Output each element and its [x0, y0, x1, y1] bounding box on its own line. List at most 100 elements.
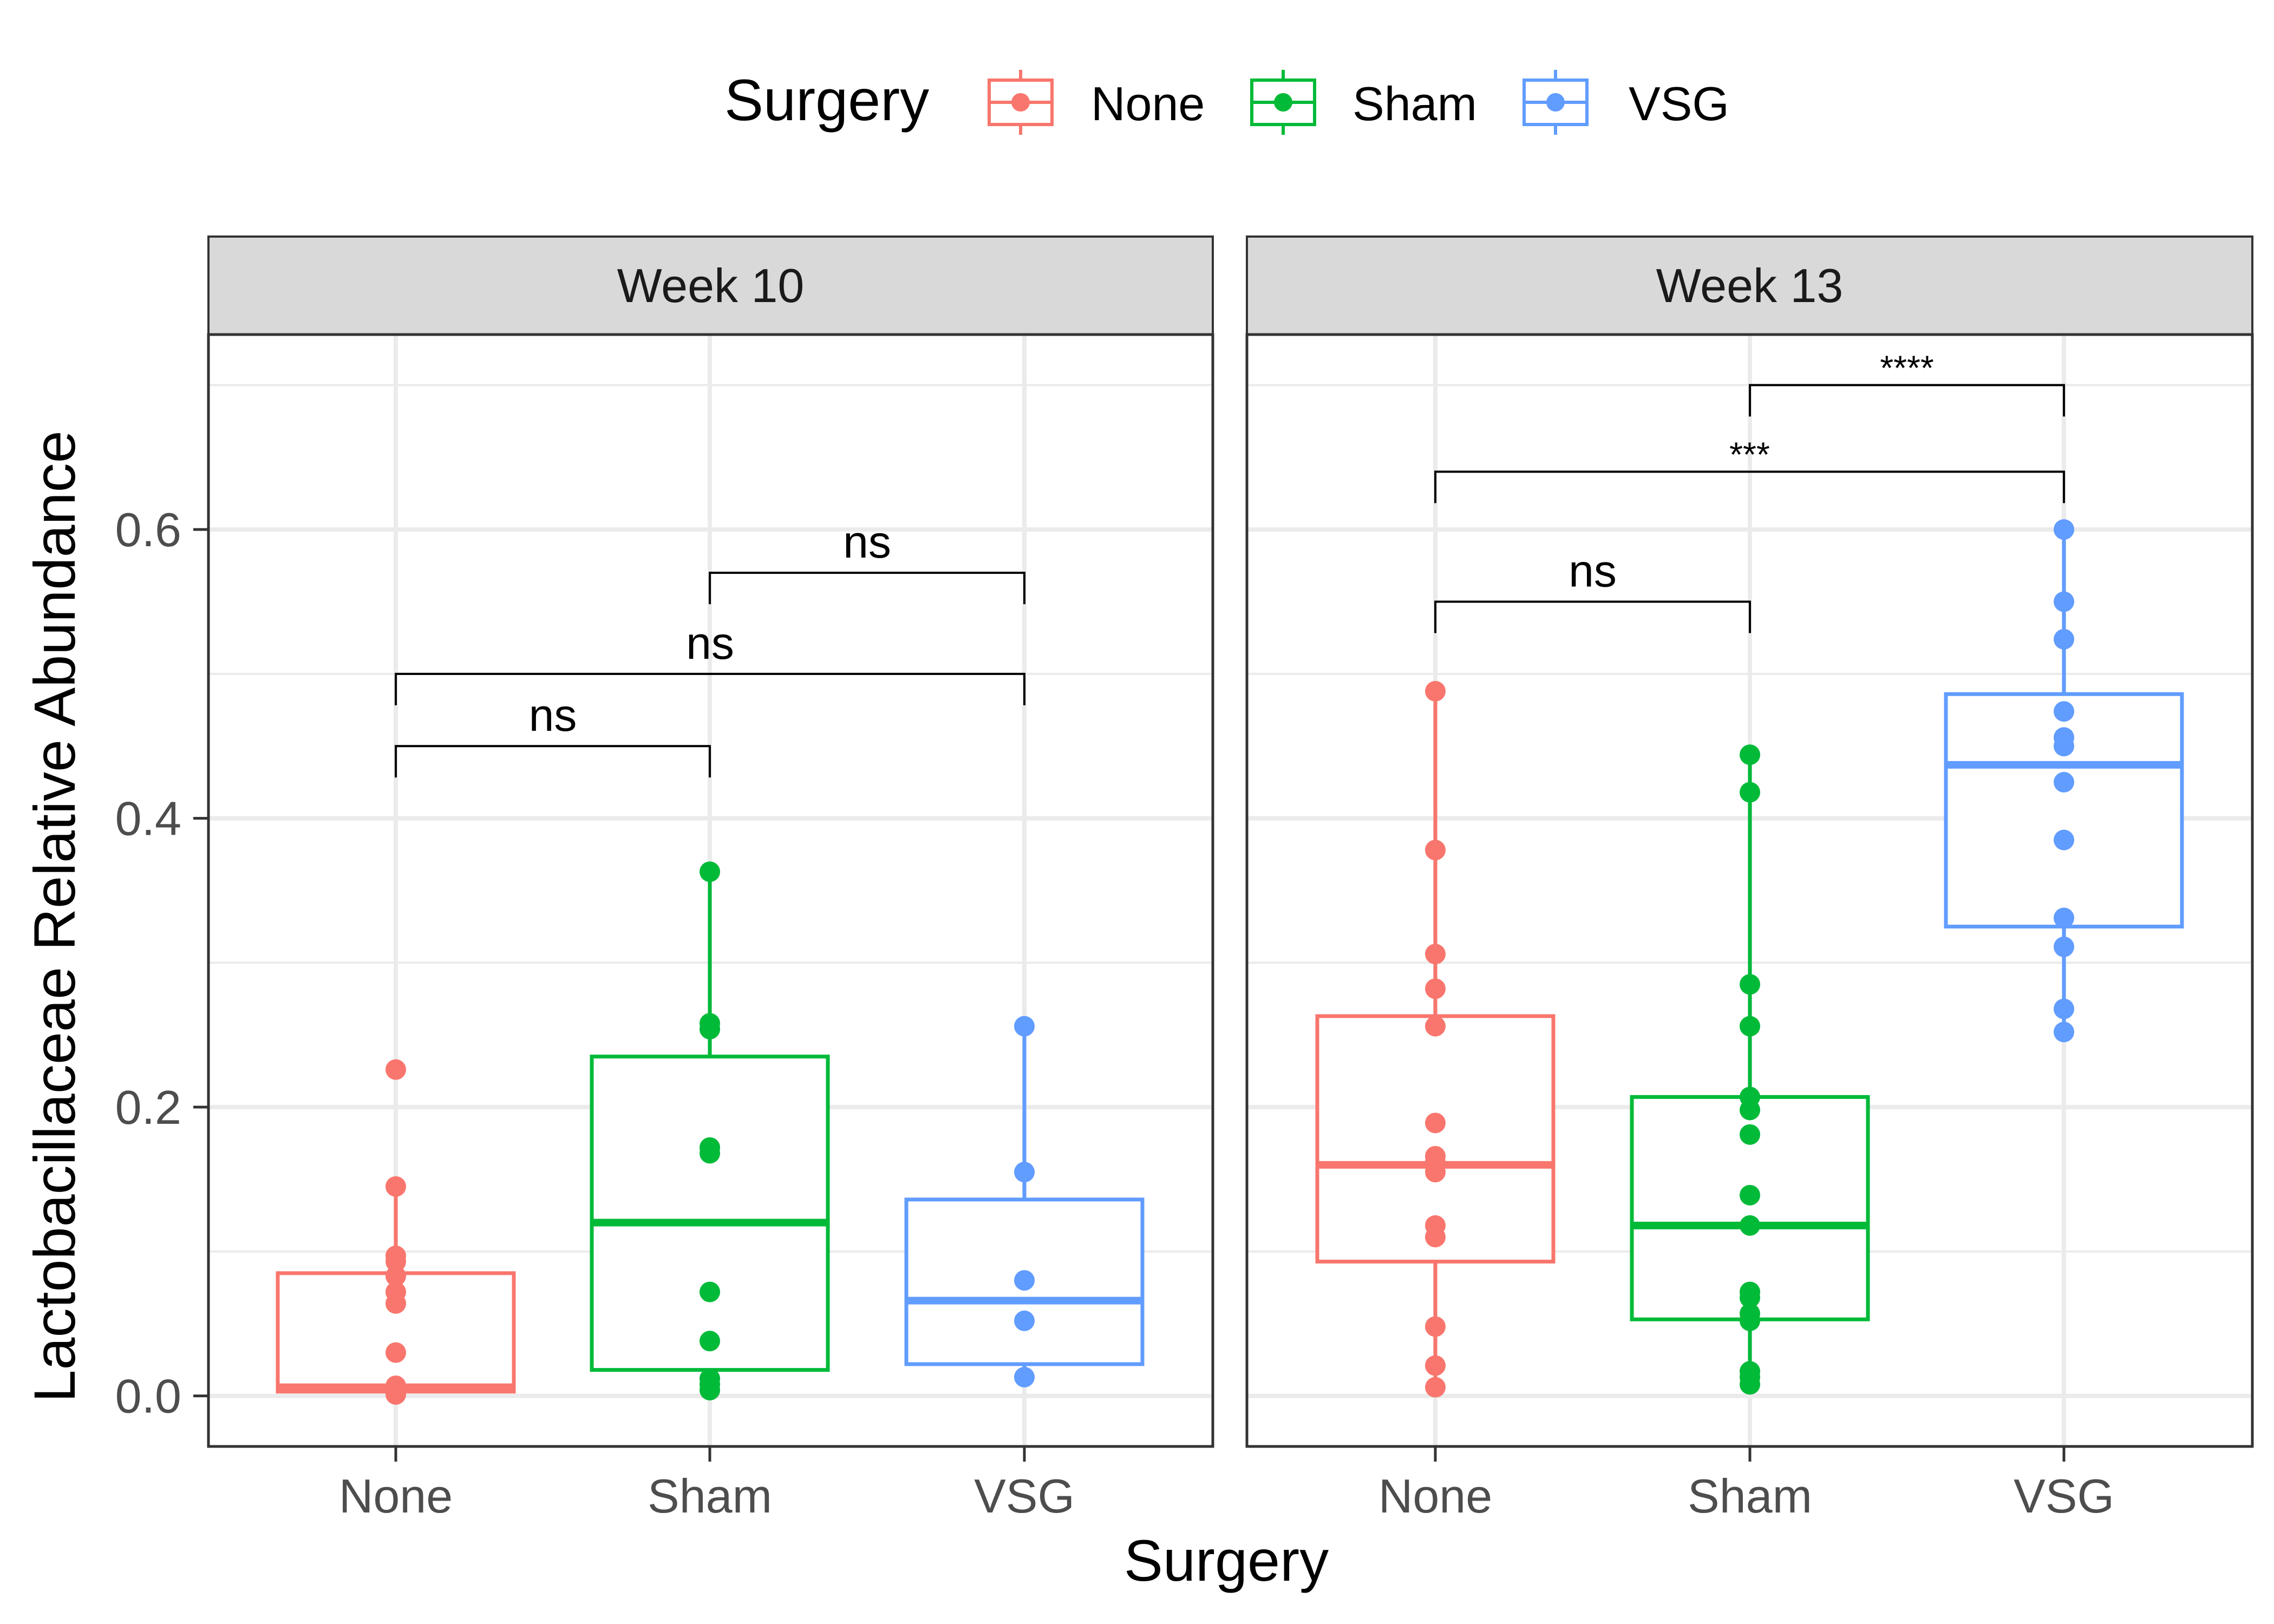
bracket-line: [709, 572, 1025, 605]
legend-item-sham: Sham: [1250, 70, 1477, 135]
data-point: [2054, 998, 2074, 1019]
bracket-line: [1749, 384, 2065, 417]
significance-bracket: ns: [1434, 545, 1751, 633]
box-none: [276, 1059, 516, 1405]
data-point: [700, 1143, 720, 1164]
data-point: [385, 1342, 406, 1363]
data-point: [1740, 1310, 1760, 1331]
data-point: [2054, 628, 2074, 650]
data-point: [700, 1019, 720, 1040]
legend-label: None: [1091, 77, 1205, 130]
data-point: [2054, 736, 2074, 757]
box-vsg: [904, 1016, 1145, 1387]
significance-bracket: ***: [1434, 435, 2065, 503]
data-point: [1425, 1355, 1446, 1376]
bracket-line: [1434, 600, 1751, 633]
data-point: [1425, 978, 1446, 999]
legend-item-vsg: VSG: [1522, 70, 1729, 135]
significance-bracket: ns: [395, 690, 711, 778]
data-point: [1014, 1366, 1035, 1387]
data-point: [1014, 1310, 1035, 1331]
data-point: [2054, 907, 2074, 928]
data-point: [1014, 1016, 1035, 1037]
data-point: [385, 1251, 406, 1272]
legend-item-none: None: [988, 70, 1205, 135]
y-tick-label: 0.6: [115, 503, 181, 556]
box-sham: [590, 861, 830, 1400]
bracket-line: [1434, 470, 2065, 503]
data-point: [1425, 1316, 1446, 1337]
y-tick-label: 0.2: [115, 1081, 181, 1134]
significance-label: ****: [1880, 348, 1934, 387]
legend-title: Surgery: [724, 67, 929, 133]
data-point: [1425, 840, 1446, 861]
legend-key-point: [1274, 93, 1292, 112]
data-point: [700, 861, 720, 882]
data-point: [2054, 1021, 2074, 1043]
data-point: [1740, 1099, 1760, 1121]
legend-label: VSG: [1629, 77, 1729, 130]
y-axis-label: Lactobacillaceae Relative Abundance: [22, 430, 87, 1402]
facet-label: Week 10: [617, 259, 805, 312]
legend-key-point: [1546, 93, 1565, 112]
data-point: [1425, 680, 1446, 702]
significance-bracket: ****: [1749, 348, 2065, 417]
data-point: [1425, 944, 1446, 965]
y-tick-label: 0.0: [115, 1370, 181, 1423]
significance-label: ns: [529, 690, 577, 741]
data-point: [1740, 1016, 1760, 1037]
bracket-line: [395, 672, 1025, 705]
bracket-line: [395, 745, 711, 778]
data-point: [2054, 937, 2074, 958]
legend-label: Sham: [1352, 77, 1477, 130]
box-iqr: [590, 1055, 830, 1372]
data-point: [1740, 1374, 1760, 1395]
x-tick-label: VSG: [2014, 1469, 2114, 1523]
x-tick-label: None: [339, 1469, 453, 1523]
data-point: [2054, 701, 2074, 722]
data-point: [1014, 1270, 1035, 1291]
data-point: [2054, 519, 2074, 540]
data-point: [2054, 591, 2074, 612]
data-point: [2054, 829, 2074, 850]
legend: Surgery None Sham VSG: [724, 67, 1729, 135]
significance-bracket: ns: [709, 516, 1025, 605]
significance-bracket: ns: [395, 618, 1025, 705]
data-point: [385, 1293, 406, 1314]
data-point: [1740, 1215, 1760, 1236]
significance-label: ns: [843, 516, 891, 567]
x-tick-label: Sham: [648, 1469, 772, 1523]
x-axis-label: Surgery: [1124, 1528, 1329, 1593]
data-point: [1425, 1162, 1446, 1183]
y-tick-label: 0.4: [115, 792, 181, 846]
data-point: [1425, 1016, 1446, 1037]
data-point: [700, 1281, 720, 1302]
data-point: [700, 1379, 720, 1400]
box-none: [1315, 680, 1556, 1398]
significance-label: ns: [686, 618, 734, 669]
data-point: [1740, 1184, 1760, 1206]
data-point: [1740, 1124, 1760, 1145]
legend-key-point: [1011, 93, 1030, 112]
data-point: [1014, 1162, 1035, 1183]
facet-strip: [1246, 235, 2253, 336]
panel-week-10: Week 10 ns ns ns None Sham VSG 0.0 0.2 0.4 0.6: [115, 235, 1214, 1523]
significance-label: ***: [1729, 435, 1770, 474]
box-sham: [1630, 744, 1870, 1395]
data-point: [385, 1384, 406, 1405]
data-point: [385, 1059, 406, 1080]
data-point: [1425, 1377, 1446, 1398]
data-point: [1740, 744, 1760, 765]
x-tick-label: None: [1378, 1469, 1492, 1523]
data-point: [1425, 1227, 1446, 1248]
data-point: [1740, 782, 1760, 803]
data-point: [700, 1331, 720, 1352]
data-point: [385, 1266, 406, 1287]
data-point: [1740, 974, 1760, 995]
facet-strip: [207, 235, 1214, 336]
data-point: [1425, 1112, 1446, 1134]
data-point: [1740, 1287, 1760, 1308]
data-point: [2054, 771, 2074, 793]
